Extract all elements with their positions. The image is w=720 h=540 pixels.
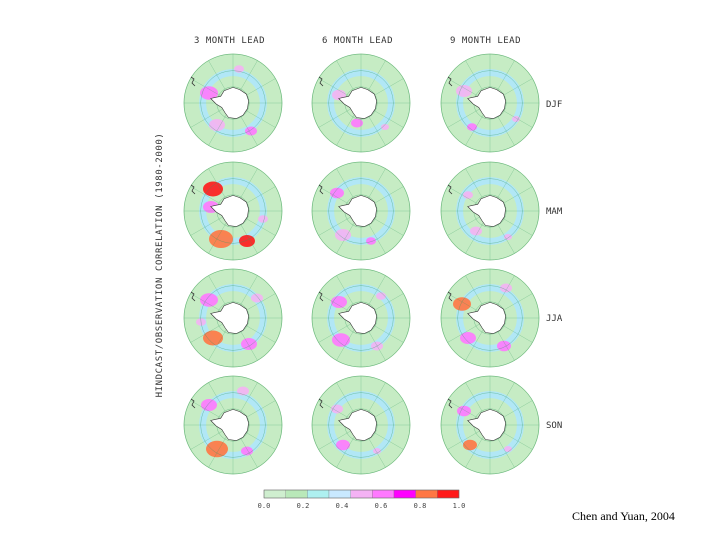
antarctica-outline <box>467 409 506 441</box>
antarctica-outline <box>467 195 506 227</box>
correlation-patch <box>234 65 244 73</box>
polar-map-son-6month <box>311 375 411 475</box>
correlation-patch <box>381 124 389 130</box>
row-label-djf: DJF <box>546 100 563 110</box>
correlation-patch <box>456 85 472 97</box>
correlation-patch <box>200 86 218 100</box>
citation-credit: Chen and Yuan, 2004 <box>572 509 675 523</box>
row-label-son: SON <box>546 421 563 431</box>
colorbar-tick-2: 0.4 <box>335 502 349 510</box>
correlation-patch <box>335 229 351 241</box>
column-header-6month: 6 MONTH LEAD <box>322 36 394 46</box>
correlation-patch <box>457 405 471 417</box>
correlation-patch <box>351 118 363 128</box>
correlation-patch <box>241 446 253 456</box>
antarctica-outline <box>210 87 249 119</box>
correlation-patch <box>241 338 257 350</box>
south-america-tip <box>190 76 196 87</box>
colorbar-tick-0: 0.0 <box>257 502 271 510</box>
south-america-tip <box>447 184 453 195</box>
correlation-patch <box>200 293 218 307</box>
antarctica-outline <box>338 302 377 334</box>
south-america-tip <box>447 76 453 87</box>
colorbar-swatch <box>328 489 351 499</box>
correlation-patch <box>463 439 477 451</box>
south-america-tip <box>447 291 453 302</box>
polar-map-djf-3month <box>183 53 283 153</box>
antarctica-outline <box>338 409 377 441</box>
antarctica-outline <box>210 409 249 441</box>
colorbar-swatch <box>350 489 373 499</box>
colorbar-swatch <box>372 489 395 499</box>
correlation-patch <box>201 399 217 411</box>
polar-map-jja-3month <box>183 268 283 368</box>
column-header-9month: 9 MONTH LEAD <box>450 36 522 46</box>
correlation-patch <box>258 215 268 223</box>
south-america-tip <box>318 398 324 409</box>
correlation-patch <box>209 230 233 248</box>
polar-map-mam-6month <box>311 161 411 261</box>
south-america-tip <box>318 291 324 302</box>
correlation-patch <box>332 333 350 347</box>
row-label-jja: JJA <box>546 314 563 324</box>
colorbar-swatch <box>263 489 286 499</box>
polar-map-mam-9month <box>440 161 540 261</box>
correlation-patch <box>203 181 223 197</box>
polar-map-mam-3month <box>183 161 283 261</box>
correlation-patch <box>470 226 482 236</box>
row-label-mam: MAM <box>546 207 563 217</box>
colorbar-swatch <box>307 489 330 499</box>
correlation-patch <box>512 116 520 122</box>
correlation-patch <box>453 297 471 311</box>
colorbar-tick-3: 0.6 <box>374 502 388 510</box>
correlation-patch <box>366 237 376 245</box>
polar-map-jja-9month <box>440 268 540 368</box>
antarctica-outline <box>467 302 506 334</box>
polar-map-jja-6month <box>311 268 411 368</box>
south-america-tip <box>318 184 324 195</box>
polar-map-son-3month <box>183 375 283 475</box>
polar-map-son-9month <box>440 375 540 475</box>
antarctica-outline <box>338 195 377 227</box>
antarctica-outline <box>210 195 249 227</box>
south-america-tip <box>190 291 196 302</box>
correlation-patch <box>463 191 473 199</box>
south-america-tip <box>190 398 196 409</box>
correlation-patch <box>500 283 512 293</box>
colorbar <box>263 489 460 499</box>
colorbar-tick-4: 0.8 <box>413 502 427 510</box>
correlation-patch <box>376 292 386 300</box>
antarctica-outline <box>338 87 377 119</box>
correlation-patch <box>336 439 350 451</box>
correlation-patch <box>209 119 225 131</box>
correlation-patch <box>330 187 344 199</box>
correlation-patch <box>460 332 476 344</box>
south-america-tip <box>190 184 196 195</box>
column-header-3month: 3 MONTH LEAD <box>194 36 266 46</box>
south-america-tip <box>318 76 324 87</box>
colorbar-swatch <box>437 489 460 499</box>
polar-map-djf-9month <box>440 53 540 153</box>
correlation-patch <box>467 123 477 131</box>
colorbar-tick-1: 0.2 <box>296 502 310 510</box>
colorbar-tick-5: 1.0 <box>452 502 466 510</box>
colorbar-swatch <box>393 489 416 499</box>
correlation-patch <box>203 330 223 346</box>
correlation-patch <box>251 293 263 303</box>
colorbar-swatch <box>285 489 308 499</box>
colorbar-swatch <box>415 489 438 499</box>
correlation-patch <box>206 440 228 458</box>
antarctica-outline <box>467 87 506 119</box>
south-america-tip <box>447 398 453 409</box>
polar-map-djf-6month <box>311 53 411 153</box>
antarctica-outline <box>210 302 249 334</box>
